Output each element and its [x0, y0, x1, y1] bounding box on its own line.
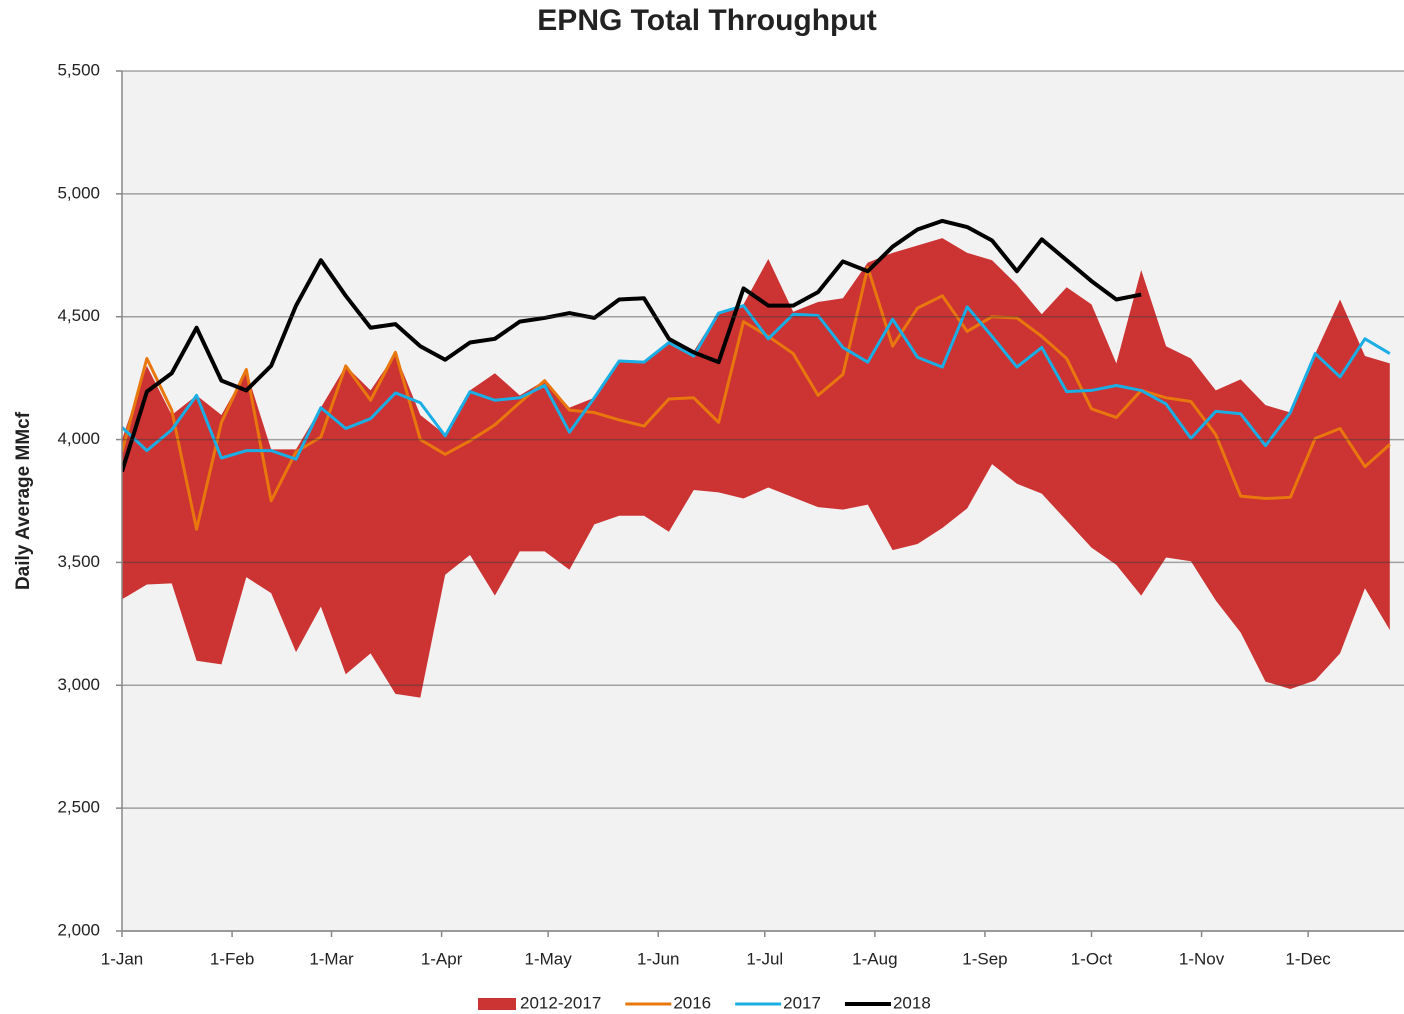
y-tick-label: 4,000 [57, 429, 100, 448]
y-tick-label: 3,000 [57, 675, 100, 694]
x-tick-label: 1-Apr [421, 949, 463, 968]
y-tick-label: 5,500 [57, 60, 100, 79]
y-tick-label: 5,000 [57, 183, 100, 202]
legend-label: 2016 [673, 993, 711, 1012]
x-tick-label: 1-Jan [101, 949, 144, 968]
chart-title: EPNG Total Throughput [537, 4, 876, 37]
y-tick-label: 2,000 [57, 920, 100, 939]
plot [122, 218, 1391, 698]
legend-label: 2012-2017 [520, 993, 601, 1012]
y-tick-label: 3,500 [57, 552, 100, 571]
y-tick-label: 4,500 [57, 306, 100, 325]
x-tick-label: 1-Feb [210, 949, 254, 968]
x-tick-label: 1-Jul [746, 949, 783, 968]
x-tick-label: 1-Aug [852, 949, 897, 968]
x-tick-label: 1-May [525, 949, 573, 968]
legend-label: 2018 [893, 993, 931, 1012]
x-tick-label: 1-Sep [962, 949, 1007, 968]
y-axis-label: Daily Average MMcf [13, 411, 34, 590]
range-band [122, 238, 1390, 698]
x-tick-label: 1-Dec [1285, 949, 1331, 968]
x-tick-label: 1-Oct [1071, 949, 1113, 968]
line-series [122, 266, 1391, 531]
line-series [122, 304, 1391, 461]
legend-label: 2017 [783, 993, 821, 1012]
x-tick-label: 1-Mar [309, 949, 354, 968]
line-series [122, 218, 1142, 473]
legend-swatch [478, 998, 516, 1010]
x-tick-label: 1-Nov [1179, 949, 1225, 968]
x-tick-label: 1-Jun [637, 949, 680, 968]
y-tick-label: 2,500 [57, 798, 100, 817]
